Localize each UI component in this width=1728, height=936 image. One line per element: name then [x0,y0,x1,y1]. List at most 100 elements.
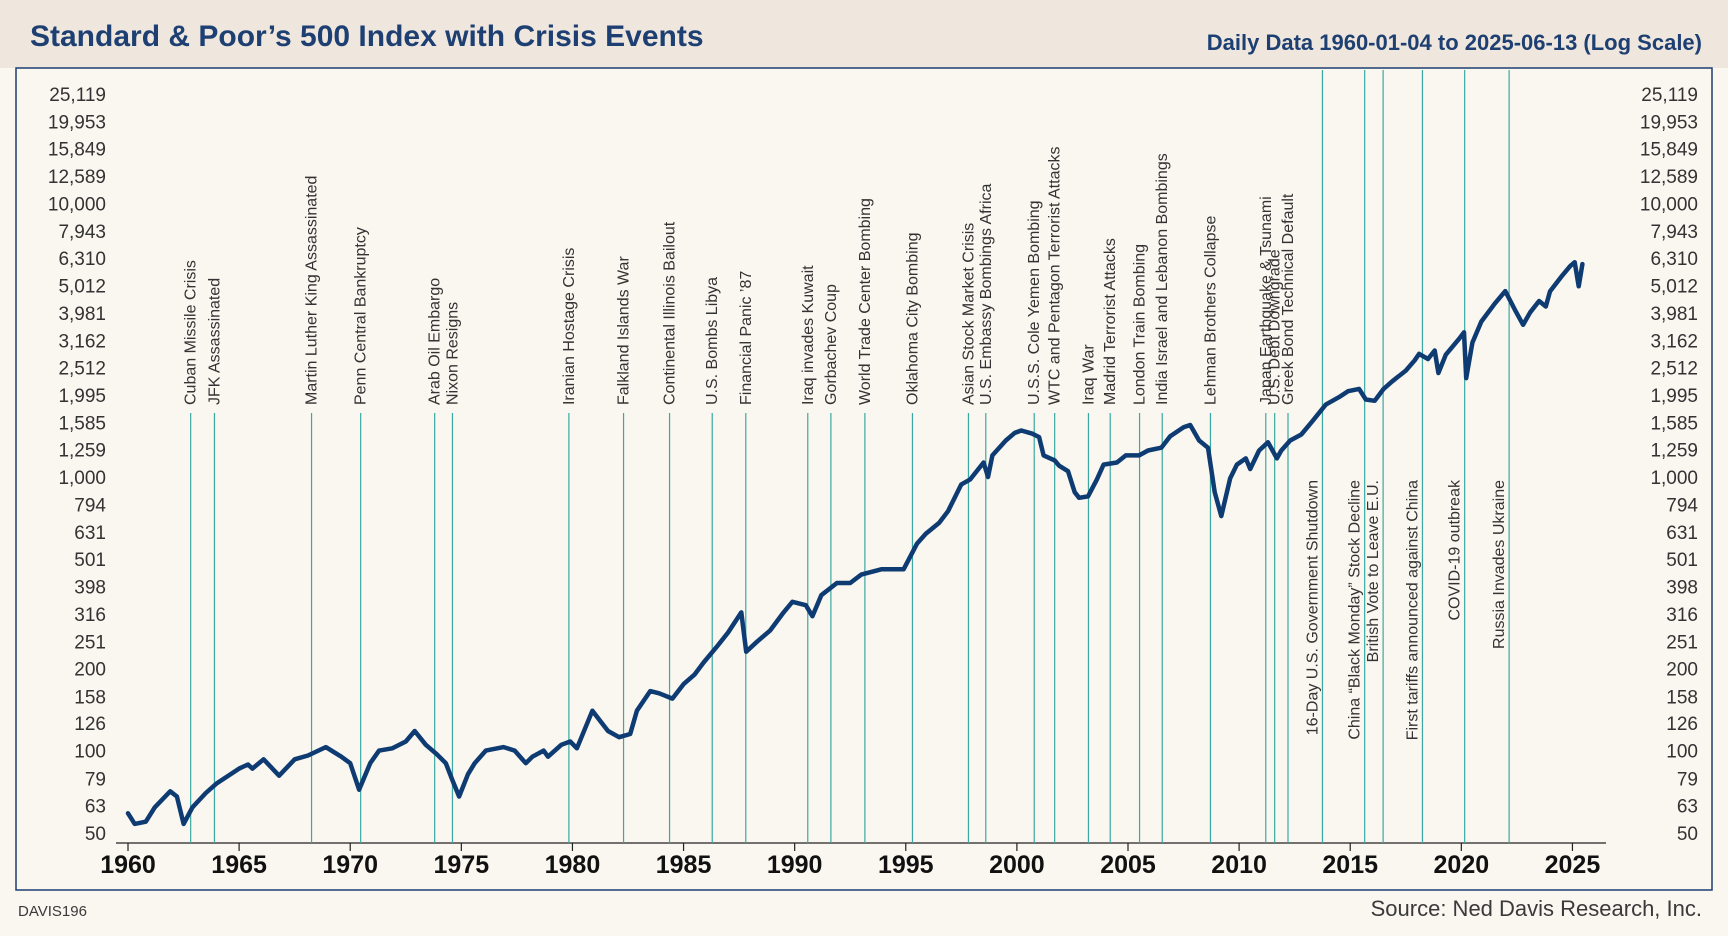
y-tick-label-right: 794 [1666,495,1698,516]
y-tick-label-right: 1,585 [1650,413,1698,434]
y-tick-label-right: 200 [1666,659,1698,680]
y-tick-label-right: 19,953 [1640,112,1698,133]
y-tick-label-right: 5,012 [1650,277,1698,298]
y-tick-label-left: 79 [85,770,106,791]
x-tick-label: 1985 [656,851,712,879]
plot-frame [15,67,1713,891]
y-tick-label-left: 251 [74,632,106,653]
y-tick-label-right: 316 [1666,605,1698,626]
y-tick-label-left: 10,000 [48,194,106,215]
y-tick-label-left: 1,585 [58,413,106,434]
event-label: Asian Stock Market Crisis [960,223,977,405]
footer-code: DAVIS196 [18,903,87,920]
x-tick-label: 2020 [1434,851,1490,879]
event-label: China “Black Monday” Stock Decline [1347,480,1364,740]
y-tick-label-left: 50 [85,824,106,845]
y-tick-label-left: 63 [85,797,106,818]
y-tick-label-left: 126 [74,714,106,735]
y-tick-label-left: 100 [74,742,106,763]
event-label: U.S. Bombs Libya [704,277,721,405]
event-label: U.S. Debt Downgrade [1267,249,1284,405]
event-label: Lehman Brothers Collapse [1202,215,1219,405]
y-tick-label-left: 501 [74,550,106,571]
y-tick-label-right: 10,000 [1640,194,1698,215]
y-tick-label-right: 501 [1666,550,1698,571]
event-label: JFK Assassinated [206,278,223,405]
event-label: Russia Invades Ukraine [1491,480,1508,649]
event-markers: Cuban Missile Crisis JFK Assassinated Mart… [183,70,1510,843]
y-tick-label-left: 25,119 [49,85,106,106]
y-tick-label-right: 50 [1677,824,1698,845]
event-label: Iraq War [1080,344,1097,405]
y-tick-label-left: 3,162 [58,331,106,352]
event-label: U.S.S. Cole Yemen Bombing [1026,200,1043,405]
x-tick-label: 1970 [322,851,378,879]
y-tick-label-right: 3,981 [1650,304,1698,325]
x-tick-label: 1990 [767,851,823,879]
y-tick-label-right: 126 [1666,714,1698,735]
event-label: 16-Day U.S. Government Shutdown [1304,480,1321,735]
header-bar: Standard & Poor’s 500 Index with Crisis … [0,0,1728,68]
y-tick-label-left: 3,981 [58,304,106,325]
event-label: World Trade Center Bombing [857,198,874,405]
y-tick-label-right: 100 [1666,742,1698,763]
y-tick-label-right: 25,119 [1641,85,1698,106]
sp500-series-line [125,259,1585,827]
y-tick-label-left: 1,259 [58,441,106,462]
event-label: COVID-19 outbreak [1447,479,1464,621]
y-tick-label-left: 631 [74,523,106,544]
y-tick-label-left: 1,000 [58,468,106,489]
event-label: India Israel and Lebanon Bombings [1154,153,1171,405]
y-tick-label-left: 200 [74,659,106,680]
x-tick-label: 1965 [211,851,267,879]
event-label: Nixon Resigns [444,302,461,405]
x-axis: 1960 1965 1970 1975 1980 1985 1990 1995 2000 2005… [100,843,1600,879]
y-tick-label-left: 2,512 [58,359,106,380]
y-tick-label-right: 1,995 [1650,386,1698,407]
event-label: Greek Bond Technical Default [1280,193,1297,405]
y-tick-label-right: 7,943 [1650,222,1698,243]
y-tick-label-left: 794 [74,495,106,516]
x-tick-label: 1980 [545,851,601,879]
x-tick-label: 2005 [1100,851,1156,879]
event-label: London Train Bombing [1132,244,1149,405]
y-tick-label-right: 1,000 [1650,468,1698,489]
x-tick-label: 1960 [100,851,156,879]
y-axis-right: 25,119 19,953 15,849 12,589 10,000 7,943 6,310… [1640,85,1699,845]
y-tick-label-left: 15,849 [48,140,106,161]
y-tick-label-right: 63 [1677,797,1698,818]
x-tick-label: 2000 [989,851,1045,879]
y-tick-label-right: 631 [1666,523,1698,544]
event-label: Oklahoma City Bombing [904,232,921,405]
y-tick-label-right: 398 [1666,578,1698,599]
event-label: Madrid Terrorist Attacks [1102,238,1119,405]
y-tick-label-right: 15,849 [1640,140,1698,161]
y-tick-label-right: 2,512 [1650,359,1698,380]
x-tick-label: 1995 [878,851,934,879]
event-label: Penn Central Bankruptcy [353,227,370,405]
x-tick-label: 2010 [1211,851,1267,879]
x-tick-label: 2015 [1322,851,1378,879]
y-axis-left: 25,119 19,953 15,849 12,589 10,000 7,943 6,310… [48,85,107,845]
y-tick-label-left: 19,953 [48,112,106,133]
chart-subtitle: Daily Data 1960-01-04 to 2025-06-13 (Log… [1206,30,1702,55]
event-label: British Vote to Leave E.U. [1365,480,1382,662]
chart-title: Standard & Poor’s 500 Index with Crisis … [30,20,704,53]
y-tick-label-left: 12,589 [48,167,106,188]
y-tick-label-left: 7,943 [58,222,106,243]
event-label: Arab Oil Embargo [427,278,444,405]
y-tick-label-left: 316 [74,605,106,626]
event-label: Iraq invades Kuwait [800,265,817,405]
event-label: Martin Luther King Assassinated [304,176,321,405]
y-tick-label-left: 398 [74,578,106,599]
event-label: Falkland Islands War [616,256,633,405]
x-tick-label: 1975 [434,851,490,879]
y-tick-label-right: 3,162 [1650,331,1698,352]
event-label: Iranian Hostage Crisis [561,248,578,405]
y-tick-label-left: 5,012 [58,277,106,298]
y-tick-label-right: 1,259 [1650,441,1698,462]
y-tick-label-right: 79 [1677,770,1698,791]
source-note: Source: Ned Davis Research, Inc. [1370,896,1702,921]
event-label: Cuban Missile Crisis [183,260,200,405]
